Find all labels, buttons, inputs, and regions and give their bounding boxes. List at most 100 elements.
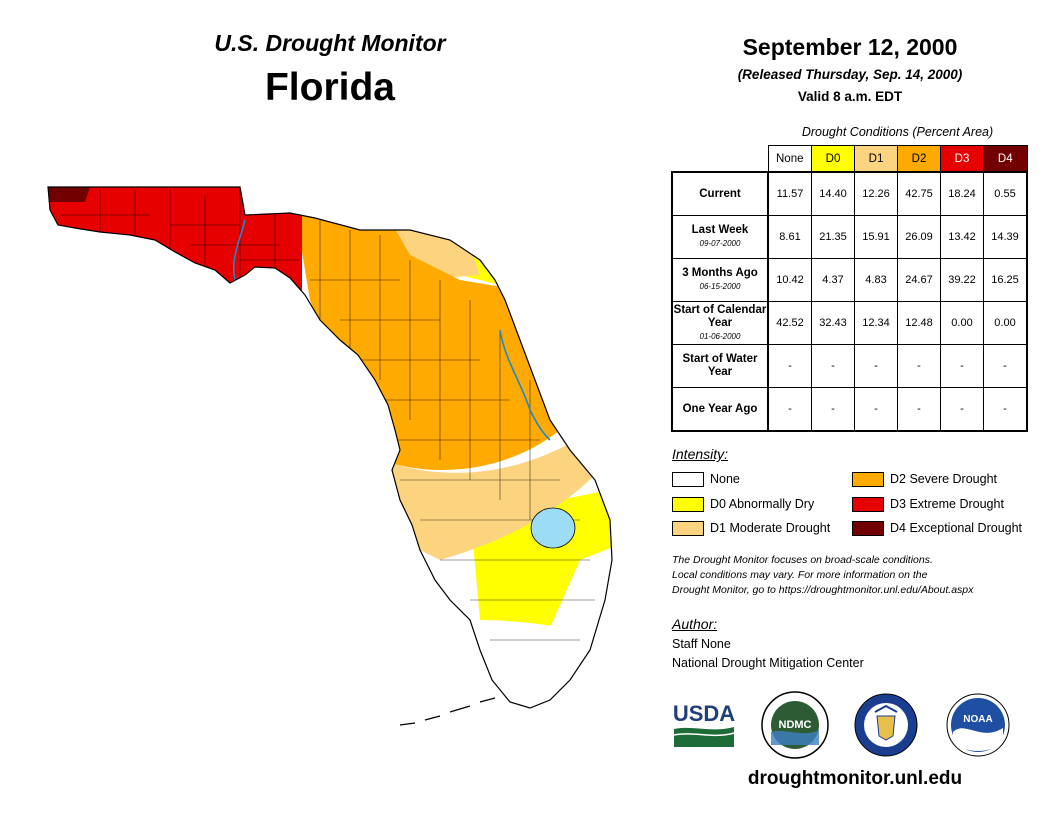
row-label-text: Start of Calendar Year [673,303,767,329]
table-cell: 42.52 [767,301,812,345]
release-date: (Released Thursday, Sep. 14, 2000) [737,67,963,82]
legend-title: Intensity: [672,446,729,462]
ndmc-logo: NDMC [761,691,829,759]
table-row: Start of Calendar Year 01-06-2000 42.52 32.… [671,301,1028,345]
noaa-logo-text: NOAA [963,714,992,725]
table-cell: - [940,344,984,388]
table-row: Start of Water Year - - - - - - [671,344,1028,388]
table-cell: 10.42 [767,258,812,302]
table-cell: 39.22 [940,258,984,302]
table-cell: 42.75 [897,171,941,216]
legend-swatch [852,520,884,536]
note-line: Local conditions may vary. For more info… [672,569,928,581]
author-name: Staff None [672,637,731,651]
row-label-text: 3 Months Ago [682,267,758,279]
row-label: Start of Water Year [671,344,769,388]
ndmc-logo-text: NDMC [779,719,812,731]
table-cell: - [854,387,898,432]
table-caption: Drought Conditions (Percent Area) [801,125,994,139]
author-organization: National Drought Mitigation Center [672,656,864,670]
legend-label: D4 Exceptional Drought [890,521,1023,535]
usda-logo-text: USDA [673,701,735,726]
table-cell: 21.35 [811,215,855,259]
legend-label: D1 Moderate Drought [710,521,831,535]
florida-drought-map [47,186,613,726]
table-cell: - [854,344,898,388]
map-date: September 12, 2000 [742,34,958,60]
noaa-logo: NOAA [946,693,1010,757]
table-corner [672,146,768,173]
note-line: Drought Monitor, go to https://droughtmo… [672,584,974,596]
row-label: 3 Months Ago 06-15-2000 [671,258,769,302]
table-cell: 14.40 [811,171,855,216]
table-header-row: None D0 D1 D2 D3 D4 [672,145,1028,173]
table-cell: 16.25 [983,258,1028,302]
author-title: Author: [672,616,718,632]
legend-item: D2 Severe Drought [852,470,997,488]
table-cell: - [811,344,855,388]
table-cell: 18.24 [940,171,984,216]
table-cell: - [767,387,812,432]
legend-label: None [710,472,740,486]
legend-item: D0 Abnormally Dry [672,495,814,513]
table-cell: 4.37 [811,258,855,302]
row-label-text: One Year Ago [682,402,758,415]
table-cell: 24.67 [897,258,941,302]
column-header-d0: D0 [811,145,855,173]
column-header-d2: D2 [897,145,941,173]
legend-swatch [852,471,884,487]
column-header-d4: D4 [983,145,1028,173]
table-row: 3 Months Ago 06-15-2000 10.42 4.37 4.83 24.67… [671,258,1028,302]
table-cell: 32.43 [811,301,855,345]
row-label: Current [671,171,769,216]
usda-logo: USDA [673,701,735,747]
column-header-d3: D3 [940,145,984,173]
table-cell: 26.09 [897,215,941,259]
legend-swatch [672,496,704,512]
row-label-text: Last Week [691,224,749,236]
legend-item: D1 Moderate Drought [672,519,830,537]
table-cell: 8.61 [767,215,812,259]
table-cell: 14.39 [983,215,1028,259]
legend-swatch [672,471,704,487]
website-link[interactable]: droughtmonitor.unl.edu [747,768,963,789]
table-cell: - [983,344,1028,388]
table-row: One Year Ago - - - - - - [671,387,1028,432]
note-line: The Drought Monitor focuses on broad-sca… [672,554,933,566]
legend-item: D4 Exceptional Drought [852,519,1022,537]
table-row: Last Week 09-07-2000 8.61 21.35 15.91 26.09 13… [671,215,1028,259]
table-cell: - [940,387,984,432]
legend-swatch [852,496,884,512]
row-label-date: 01-06-2000 [699,331,741,341]
row-label-text: Current [699,187,741,200]
table-cell: - [897,344,941,388]
table-cell: - [897,387,941,432]
legend-item: D3 Extreme Drought [852,495,1004,513]
table-cell: 0.55 [983,171,1028,216]
table-cell: - [811,387,855,432]
row-label: One Year Ago [671,387,769,432]
legend-item: None [672,470,740,488]
table-cell: 12.34 [854,301,898,345]
legend-swatch [672,520,704,536]
table-cell: 4.83 [854,258,898,302]
valid-time: Valid 8 a.m. EDT [797,89,903,104]
row-label-text: Start of Water Year [682,353,758,378]
table-cell: 11.57 [767,171,812,216]
table-cell: 0.00 [983,301,1028,345]
table-cell: - [983,387,1028,432]
row-label-date: 06-15-2000 [699,282,741,291]
row-label: Start of Calendar Year 01-06-2000 [671,301,769,345]
table-cell: 12.26 [854,171,898,216]
legend-label: D3 Extreme Drought [890,497,1004,511]
drought-conditions-table: None D0 D1 D2 D3 D4 Current 11.57 14.40 12.26 42.… [671,145,1028,432]
column-header-d1: D1 [854,145,898,173]
legend-label: D2 Severe Drought [890,472,998,486]
table-cell: 12.48 [897,301,941,345]
legend-label: D0 Abnormally Dry [710,497,815,511]
table-row: Current 11.57 14.40 12.26 42.75 18.24 0.55 [671,171,1028,216]
table-cell: - [767,344,812,388]
table-cell: 15.91 [854,215,898,259]
row-label-date: 09-07-2000 [699,239,741,248]
state-title: Florida [264,66,395,109]
